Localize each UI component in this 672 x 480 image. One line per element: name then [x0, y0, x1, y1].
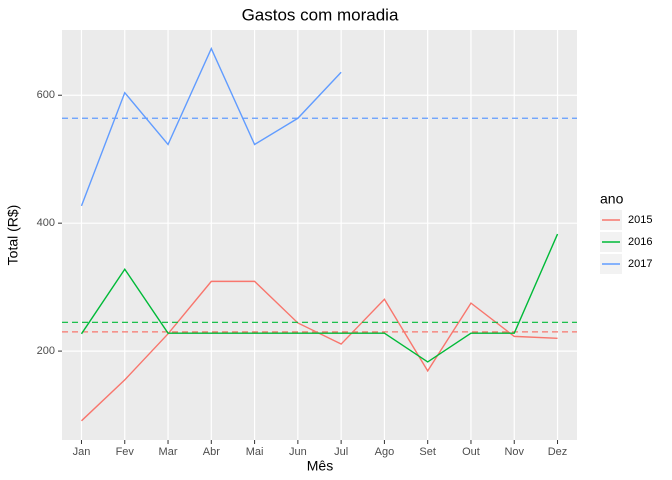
x-tick-label: Ago: [375, 446, 395, 458]
legend-title: ano: [600, 191, 624, 207]
x-tick-label: Abr: [203, 446, 220, 458]
x-tick-label: Out: [462, 446, 480, 458]
chart-title: Gastos com moradia: [242, 5, 399, 24]
x-tick-label: Mai: [246, 446, 264, 458]
x-tick-label: Dez: [548, 446, 568, 458]
series-line: [80, 46, 342, 207]
x-tick-label: Fev: [116, 446, 135, 458]
x-tick-label: Jul: [334, 446, 348, 458]
legend-label: 2016: [628, 236, 652, 248]
y-axis-label: Total (R$): [5, 205, 21, 266]
y-tick-label: 200: [37, 345, 55, 357]
x-tick-label: Jan: [73, 446, 91, 458]
x-tick-label: Nov: [504, 446, 524, 458]
x-tick-label: Mar: [159, 446, 178, 458]
y-tick-label: 600: [37, 89, 55, 101]
x-tick-label: Set: [419, 446, 436, 458]
x-tick-label: Jun: [289, 446, 307, 458]
legend-label: 2015: [628, 214, 652, 226]
plot-background: [62, 30, 577, 440]
series-line: [80, 233, 559, 363]
x-axis-label: Mês: [307, 458, 333, 474]
y-tick-label: 400: [37, 217, 55, 229]
legend-label: 2017: [628, 258, 652, 270]
